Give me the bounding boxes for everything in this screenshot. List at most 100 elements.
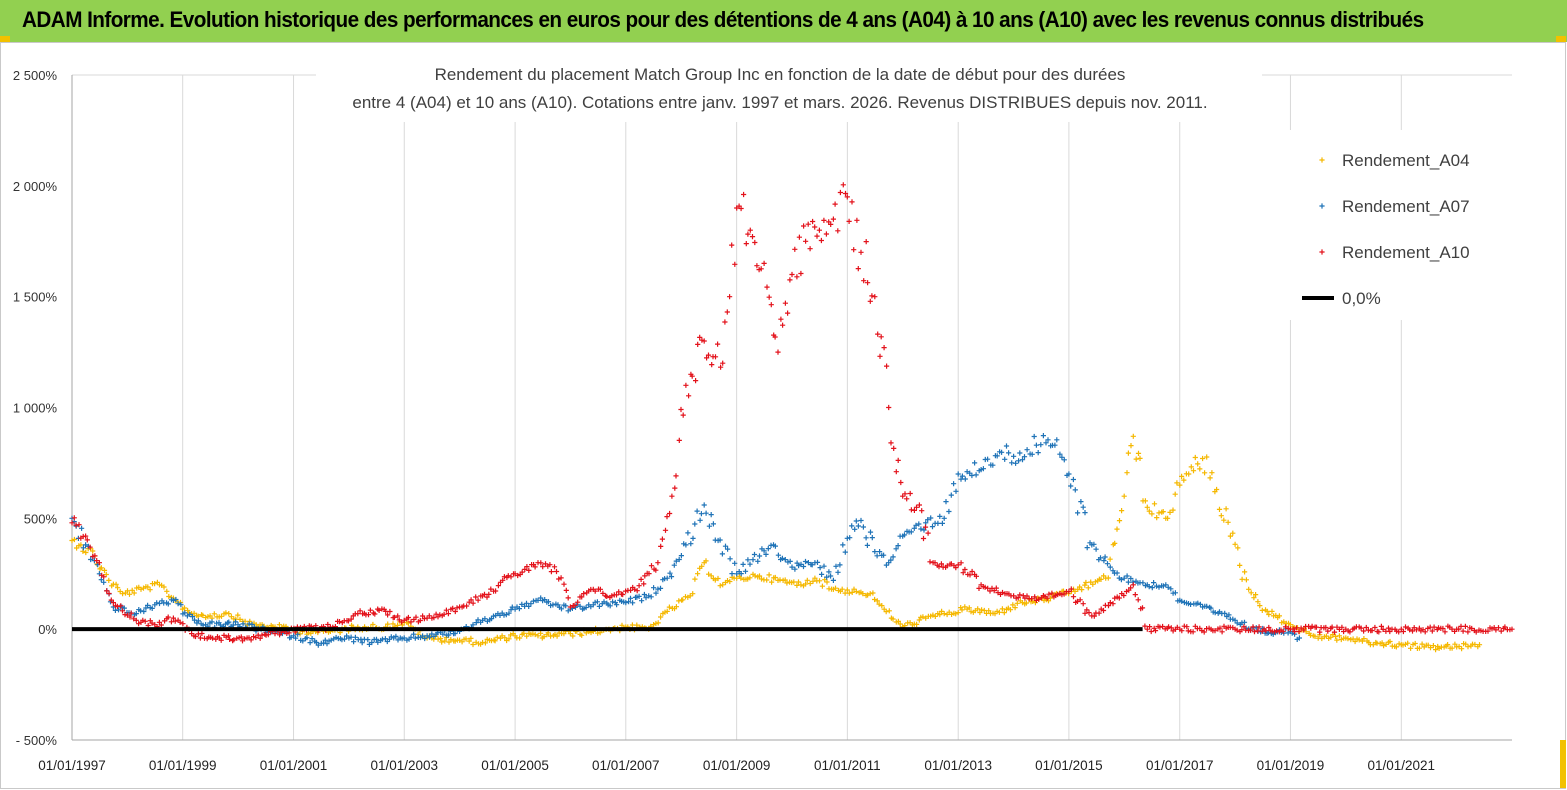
data-point xyxy=(1124,470,1130,476)
data-point xyxy=(673,604,679,610)
data-point xyxy=(526,603,532,609)
data-point xyxy=(1151,501,1158,507)
data-point xyxy=(722,543,729,549)
data-point xyxy=(861,278,867,284)
data-point xyxy=(195,618,201,624)
data-point xyxy=(304,635,310,641)
data-point xyxy=(683,542,689,548)
data-point xyxy=(83,549,89,556)
data-point xyxy=(1172,590,1178,596)
x-tick-label: 01/01/2003 xyxy=(370,758,438,773)
data-point xyxy=(935,520,941,526)
data-point xyxy=(1104,561,1111,567)
data-point xyxy=(1202,470,1208,476)
data-point xyxy=(888,557,894,563)
data-point xyxy=(672,485,678,491)
data-point xyxy=(112,607,118,613)
data-point xyxy=(939,520,945,526)
data-point xyxy=(1144,504,1150,510)
data-point xyxy=(789,271,795,278)
data-point xyxy=(502,635,508,641)
data-point xyxy=(1230,530,1236,536)
data-point xyxy=(1045,437,1051,443)
data-point xyxy=(958,560,964,566)
data-point xyxy=(642,573,648,579)
data-point xyxy=(452,630,458,637)
data-point xyxy=(1266,611,1272,618)
data-point xyxy=(902,491,908,497)
data-point xyxy=(437,612,443,618)
data-point xyxy=(837,189,843,196)
chart-title: Rendement du placement Match Group Inc e… xyxy=(316,60,1262,122)
data-point xyxy=(729,571,735,577)
data-point xyxy=(969,568,975,575)
data-point xyxy=(870,590,876,596)
data-point xyxy=(195,613,201,619)
data-point xyxy=(452,608,458,615)
data-point xyxy=(178,602,184,608)
data-point xyxy=(597,586,603,592)
data-point xyxy=(191,617,198,623)
data-point xyxy=(1263,628,1269,634)
data-point xyxy=(729,242,735,248)
data-point xyxy=(1011,453,1017,459)
x-tick-label: 01/01/2015 xyxy=(1035,758,1103,773)
data-point xyxy=(71,515,77,521)
data-point xyxy=(916,502,922,508)
data-point xyxy=(1325,628,1331,634)
data-point xyxy=(592,588,598,594)
data-point xyxy=(247,618,253,624)
data-point xyxy=(115,585,121,591)
data-point xyxy=(442,638,448,644)
data-point xyxy=(1149,511,1155,517)
data-point xyxy=(710,521,716,527)
data-point xyxy=(876,601,882,607)
data-point xyxy=(1323,624,1329,631)
data-point xyxy=(101,567,108,573)
data-point xyxy=(928,515,934,521)
data-point xyxy=(794,274,800,280)
data-point xyxy=(475,617,481,623)
data-point xyxy=(613,592,620,598)
data-point xyxy=(1251,629,1258,635)
data-point xyxy=(1105,603,1112,609)
data-point xyxy=(1221,517,1227,523)
data-point xyxy=(717,583,723,589)
data-point xyxy=(309,636,315,642)
data-point xyxy=(907,490,913,497)
data-point xyxy=(1029,596,1035,602)
data-point xyxy=(648,563,655,569)
data-point xyxy=(1217,625,1223,631)
data-point xyxy=(772,574,778,581)
legend-label: Rendement_A10 xyxy=(1342,243,1470,262)
data-point xyxy=(1393,644,1399,650)
data-point xyxy=(778,316,784,322)
data-point xyxy=(133,611,139,617)
data-point xyxy=(235,612,241,618)
data-point xyxy=(824,574,830,580)
data-point xyxy=(692,576,698,582)
data-point xyxy=(658,543,664,549)
data-point xyxy=(427,634,433,640)
data-point xyxy=(1334,637,1340,643)
data-point xyxy=(1219,629,1225,635)
data-point xyxy=(604,593,610,599)
data-point xyxy=(962,566,968,573)
data-point xyxy=(83,542,89,548)
data-point xyxy=(775,552,781,558)
data-point xyxy=(780,322,786,328)
data-point xyxy=(967,572,973,578)
data-point xyxy=(1114,570,1120,576)
data-point xyxy=(411,631,417,637)
data-point xyxy=(676,598,682,604)
data-point xyxy=(1082,582,1088,588)
data-point xyxy=(1246,586,1252,592)
data-point xyxy=(853,518,859,524)
data-point xyxy=(596,603,602,609)
data-point xyxy=(113,581,119,587)
data-point xyxy=(703,558,709,564)
data-point xyxy=(738,571,744,577)
data-point xyxy=(708,512,714,518)
data-point xyxy=(76,522,82,528)
data-point xyxy=(641,591,647,598)
